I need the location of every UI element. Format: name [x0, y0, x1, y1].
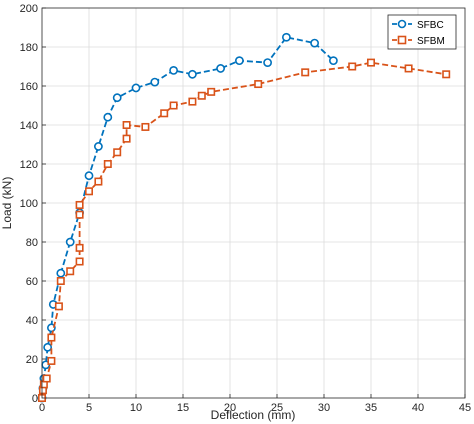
- x-tick-label: 10: [130, 402, 142, 414]
- data-point-sfbm: [301, 68, 310, 77]
- data-point-sfbm: [169, 101, 178, 110]
- data-point-sfbm: [113, 148, 122, 157]
- y-tick-label: 100: [20, 198, 38, 210]
- data-point-sfbc: [169, 66, 178, 75]
- data-point-sfbm: [75, 210, 84, 219]
- data-point-sfbc: [84, 171, 94, 181]
- plot-area-border: [41, 7, 466, 399]
- data-point-sfbm: [141, 122, 150, 131]
- data-point-sfbm: [75, 257, 84, 266]
- x-tick-label: 15: [177, 402, 189, 414]
- data-point-sfbc: [47, 323, 56, 333]
- series-line-sfbc: [41, 36, 335, 399]
- y-tick-label: 0: [32, 393, 38, 405]
- data-point-sfbm: [75, 200, 84, 209]
- data-point-sfbm: [47, 333, 56, 342]
- data-point-sfbm: [122, 121, 131, 130]
- y-tick-label: 200: [20, 3, 38, 15]
- y-tick-labels: 0 20 40 60 80 100 120 140 160 180 200: [20, 3, 38, 405]
- data-point-sfbm: [42, 374, 51, 383]
- data-point-sfbc: [131, 83, 141, 93]
- data-point-sfbc: [56, 268, 66, 278]
- y-tick-label: 80: [26, 237, 38, 249]
- y-tick-label: 180: [20, 42, 38, 54]
- series-lines: [37, 32, 451, 403]
- data-point-sfbm: [94, 177, 103, 186]
- y-tick-label: 60: [26, 276, 38, 288]
- grid-lines: [42, 8, 465, 398]
- x-tick-label: 20: [224, 402, 236, 414]
- y-tick-label: 140: [20, 120, 38, 132]
- data-point-sfbm: [188, 97, 197, 106]
- legend-marker-sfbm: [397, 35, 407, 45]
- data-point-sfbm: [47, 356, 56, 365]
- x-tick-label: 0: [39, 402, 45, 414]
- data-point-sfbm: [54, 302, 63, 311]
- data-point-sfbm: [122, 134, 131, 143]
- data-point-sfbc: [263, 58, 272, 67]
- data-point-sfbm: [254, 80, 263, 89]
- y-tick-label: 120: [20, 159, 38, 171]
- data-point-sfbm: [160, 109, 169, 118]
- x-tick-label: 30: [318, 402, 330, 414]
- data-point-sfbm: [366, 58, 375, 67]
- x-tick-label: 45: [459, 402, 471, 414]
- x-tick-label: 5: [86, 402, 92, 414]
- series-line-sfbm: [41, 61, 447, 399]
- data-point-sfbm: [75, 243, 84, 252]
- data-point-sfbc: [112, 93, 122, 103]
- x-axis-label: Deflection (mm): [211, 408, 296, 422]
- series-sfbm: [37, 58, 451, 402]
- legend: SFBC SFBM: [387, 14, 457, 50]
- data-point-sfbc: [65, 237, 75, 247]
- data-point-sfbm: [103, 160, 112, 169]
- x-tick-label: 25: [271, 402, 283, 414]
- data-point-sfbc: [281, 32, 291, 42]
- y-axis-label: Load (kN): [0, 177, 14, 230]
- data-point-sfbm: [66, 267, 75, 276]
- data-point-sfbm: [404, 64, 413, 73]
- data-point-sfbc: [328, 56, 338, 66]
- data-point-sfbm: [348, 62, 357, 71]
- y-tick-label: 160: [20, 81, 38, 93]
- data-point-sfbc: [150, 77, 160, 87]
- data-point-sfbc: [310, 38, 319, 48]
- legend-label-sfbm: SFBM: [417, 36, 445, 47]
- data-point-sfbc: [103, 112, 113, 122]
- y-tick-label: 20: [26, 354, 38, 366]
- y-tick-label: 40: [26, 315, 38, 327]
- legend-marker-sfbc: [397, 19, 407, 29]
- data-point-sfbm: [197, 91, 206, 100]
- data-point-sfbm: [442, 70, 451, 79]
- data-point-sfbm: [56, 276, 65, 285]
- x-tick-label: 40: [412, 402, 424, 414]
- data-point-sfbc: [187, 69, 197, 79]
- data-point-sfbc: [43, 342, 53, 352]
- data-point-sfbc: [234, 56, 244, 66]
- legend-label-sfbc: SFBC: [417, 20, 444, 31]
- data-point-sfbm: [207, 87, 216, 96]
- data-point-sfbc: [216, 64, 225, 73]
- data-point-sfbm: [85, 187, 94, 196]
- data-point-sfbc: [94, 142, 103, 151]
- x-tick-labels: 0 5 10 15 20 25 30 35 40 45: [39, 402, 471, 414]
- x-tick-label: 35: [365, 402, 377, 414]
